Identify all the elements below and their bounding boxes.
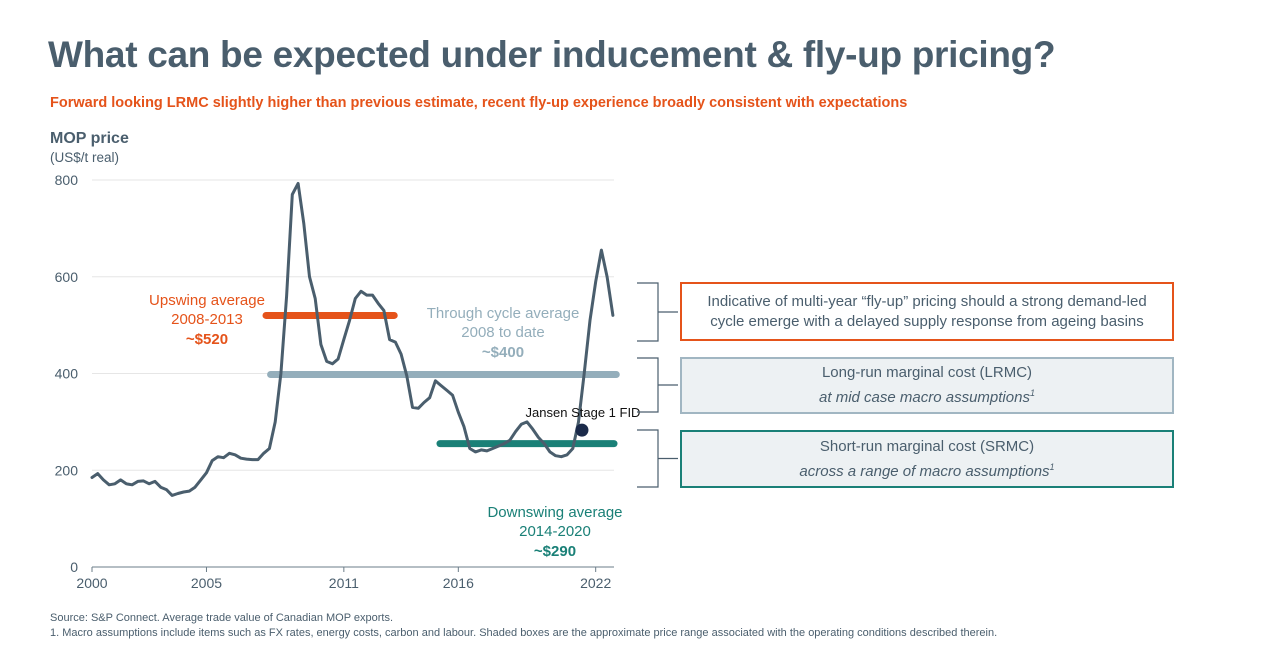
srmc-line2: across a range of macro assumptions1 (799, 457, 1054, 482)
through-cycle-average-name: Through cycle average (427, 305, 580, 322)
chart-title: MOP price (50, 130, 129, 147)
x-tick-label-2000: 2000 (76, 575, 107, 591)
y-tick-label-800: 800 (55, 172, 79, 188)
flyup-box: Indicative of multi-year “fly-up” pricin… (680, 282, 1174, 341)
footnote: 1. Macro assumptions include items such … (50, 627, 998, 639)
downswing-average-name: Downswing average (487, 504, 622, 521)
y-tick-label-400: 400 (55, 366, 79, 382)
x-tick-label-2016: 2016 (443, 575, 474, 591)
x-tick-label-2011: 2011 (329, 575, 359, 591)
downswing-average-period: 2014-2020 (519, 523, 591, 540)
srmc-line2-text: across a range of macro assumptions (799, 462, 1050, 480)
x-tick-label-2022: 2022 (580, 575, 611, 591)
flyup-line2: cycle emerge with a delayed supply respo… (710, 312, 1144, 330)
upswing-average-value: ~$520 (186, 331, 228, 348)
lrmc-box: Long-run marginal cost (LRMC) at mid cas… (680, 357, 1174, 414)
srmc-line1: Short-run marginal cost (SRMC) (819, 437, 1035, 455)
x-tick-label-2005: 2005 (191, 575, 222, 591)
lrmc-line2: at mid case macro assumptions1 (819, 383, 1035, 408)
mop-price-line (90, 181, 615, 497)
y-tick-label-0: 0 (70, 559, 78, 575)
page-title: What can be expected under inducement & … (48, 34, 1056, 75)
downswing-average-value: ~$290 (534, 543, 576, 560)
srmc-footnote-ref: 1 (1049, 461, 1055, 472)
srmc-box: Short-run marginal cost (SRMC) across a … (680, 430, 1174, 488)
lrmc-bracket (637, 357, 678, 413)
flyup-bracket (637, 282, 678, 342)
upswing-average-period: 2008-2013 (171, 311, 243, 328)
lrmc-line1: Long-run marginal cost (LRMC) (821, 364, 1033, 381)
srmc-bracket (637, 429, 678, 488)
through-cycle-average-value: ~$400 (482, 344, 524, 361)
y-tick-label-600: 600 (55, 269, 79, 285)
upswing-average-name: Upswing average (149, 292, 265, 309)
lrmc-line2-text: at mid case macro assumptions (819, 389, 1030, 406)
jansen-fid-marker (575, 423, 589, 437)
y-tick-label-200: 200 (55, 462, 79, 478)
page-subtitle: Forward looking LRMC slightly higher tha… (50, 95, 908, 111)
through-cycle-average-period: 2008 to date (461, 324, 544, 341)
lrmc-footnote-ref: 1 (1029, 388, 1035, 398)
flyup-line1: Indicative of multi-year “fly-up” pricin… (707, 292, 1147, 310)
source-note: Source: S&P Connect. Average trade value… (50, 612, 394, 624)
jansen-fid-label: Jansen Stage 1 FID (526, 405, 641, 420)
y-axis-unit: (US$/t real) (50, 150, 120, 165)
